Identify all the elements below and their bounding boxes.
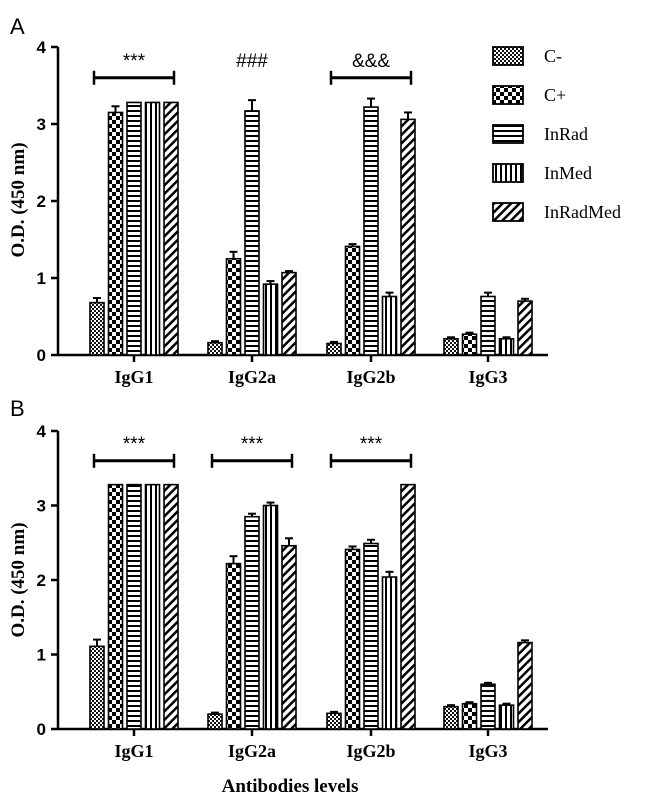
bar-inradmed-igg1 xyxy=(163,101,179,356)
x-axis-title: Antibodies levels xyxy=(222,776,359,797)
y-tick-label: 2 xyxy=(37,571,46,590)
bar-inrad-igg2b xyxy=(363,542,379,730)
bar-c--igg1 xyxy=(89,645,105,730)
bar-inmed-igg1 xyxy=(144,483,161,730)
bar-inmed-igg2a xyxy=(262,504,279,730)
significance-label: *** xyxy=(241,434,264,455)
bar-inradmed-igg1 xyxy=(163,483,179,730)
x-tick-label-igg2b: IgG2b xyxy=(346,741,395,761)
y-tick-label: 1 xyxy=(37,646,46,665)
bar-inrad-igg1 xyxy=(126,483,142,730)
bar-inrad-igg1 xyxy=(126,101,142,356)
bar-c--igg2a xyxy=(207,341,223,356)
legend-swatch-c- xyxy=(492,85,524,105)
bar-inmed-igg3 xyxy=(498,338,515,356)
y-tick-label: 2 xyxy=(37,192,46,211)
bar-inradmed-igg2a xyxy=(281,544,297,730)
significance-label: *** xyxy=(360,434,383,455)
x-tick-label-igg1: IgG1 xyxy=(114,367,153,387)
y-axis-title-a: O.D. (450 nm) xyxy=(8,142,29,257)
bar-inradmed-igg2b xyxy=(400,483,416,730)
y-tick-label: 3 xyxy=(37,115,46,134)
bar-c--igg3 xyxy=(461,702,478,730)
y-tick-label: 1 xyxy=(37,269,46,288)
y-tick-label: 0 xyxy=(37,346,46,365)
significance-label: *** xyxy=(123,51,146,72)
y-tick-label: 4 xyxy=(37,422,47,441)
bar-inmed-igg3 xyxy=(498,704,515,730)
legend-label-inrad: InRad xyxy=(544,124,588,144)
panel-letter-a: A xyxy=(10,14,25,39)
bar-c--igg1 xyxy=(107,483,124,730)
significance-label: ### xyxy=(236,51,268,72)
bar-inmed-igg2b xyxy=(381,576,398,730)
legend-label-inmed: InMed xyxy=(544,163,592,183)
bar-inradmed-igg3 xyxy=(517,300,533,356)
legend-swatch-inradmed xyxy=(492,202,524,222)
legend-swatch-inmed xyxy=(492,163,524,183)
bar-inradmed-igg2a xyxy=(281,271,297,356)
bar-inradmed-igg3 xyxy=(517,641,533,730)
y-tick-label: 4 xyxy=(37,38,47,57)
legend-swatch-c- xyxy=(492,46,524,66)
x-tick-label-igg2b: IgG2b xyxy=(346,367,395,387)
bar-inrad-igg3 xyxy=(480,683,496,730)
plot-area-b: 0 1 2 3 4 IgG1 IgG2a IgG2b IgG3 *** *** *** xyxy=(37,422,548,761)
bar-inmed-igg2b xyxy=(381,295,398,356)
y-tick-label: 0 xyxy=(37,720,46,739)
bar-c--igg2a xyxy=(225,562,242,730)
panel-b: B O.D. (450 nm) 0 1 2 3 4 IgG1 IgG2a IgG2b IgG3 *… xyxy=(8,396,548,761)
y-tick-label: 3 xyxy=(37,497,46,516)
bar-inrad-igg3 xyxy=(480,295,496,356)
plot-area-a: 0 1 2 3 4 IgG1 IgG2a IgG2b IgG3 *** ### &&& xyxy=(37,38,548,387)
bar-c--igg3 xyxy=(443,705,459,730)
bar-inrad-igg2b xyxy=(363,106,379,356)
bar-c--igg2b xyxy=(344,245,361,356)
bar-c--igg1 xyxy=(89,301,105,356)
panel-a: A O.D. (450 nm) 0 1 2 3 4 IgG1 IgG2a IgG2b IgG3 *… xyxy=(8,14,548,387)
x-tick-label-igg2a: IgG2a xyxy=(228,367,276,387)
x-tick-label-igg1: IgG1 xyxy=(114,741,153,761)
bar-c--igg3 xyxy=(461,333,478,356)
bar-inrad-igg2a xyxy=(244,110,260,356)
bar-c--igg2b xyxy=(326,342,342,356)
x-tick-label-igg2a: IgG2a xyxy=(228,741,276,761)
bar-c--igg3 xyxy=(443,338,459,356)
bar-c--igg2b xyxy=(344,548,361,730)
legend-label-c-: C+ xyxy=(544,85,566,105)
legend-label-c-: C- xyxy=(544,46,562,66)
significance-label: *** xyxy=(123,434,146,455)
bar-c--igg2b xyxy=(326,712,342,730)
legend: C- C+ InRad InMed InRadMed xyxy=(492,46,621,222)
bar-inmed-igg2a xyxy=(262,283,279,356)
legend-swatch-inrad xyxy=(492,124,524,144)
bar-inmed-igg1 xyxy=(144,101,161,356)
bar-c--igg1 xyxy=(107,111,124,356)
bar-inrad-igg2a xyxy=(244,515,260,730)
panel-letter-b: B xyxy=(10,396,25,421)
bar-c--igg2a xyxy=(225,257,242,356)
x-tick-label-igg3: IgG3 xyxy=(468,367,507,387)
x-tick-label-igg3: IgG3 xyxy=(468,741,507,761)
bar-c--igg2a xyxy=(207,713,223,730)
significance-label: &&& xyxy=(352,51,390,72)
y-axis-title-b: O.D. (450 nm) xyxy=(8,522,29,637)
legend-label-inradmed: InRadMed xyxy=(544,202,621,222)
bar-inradmed-igg2b xyxy=(400,118,416,356)
